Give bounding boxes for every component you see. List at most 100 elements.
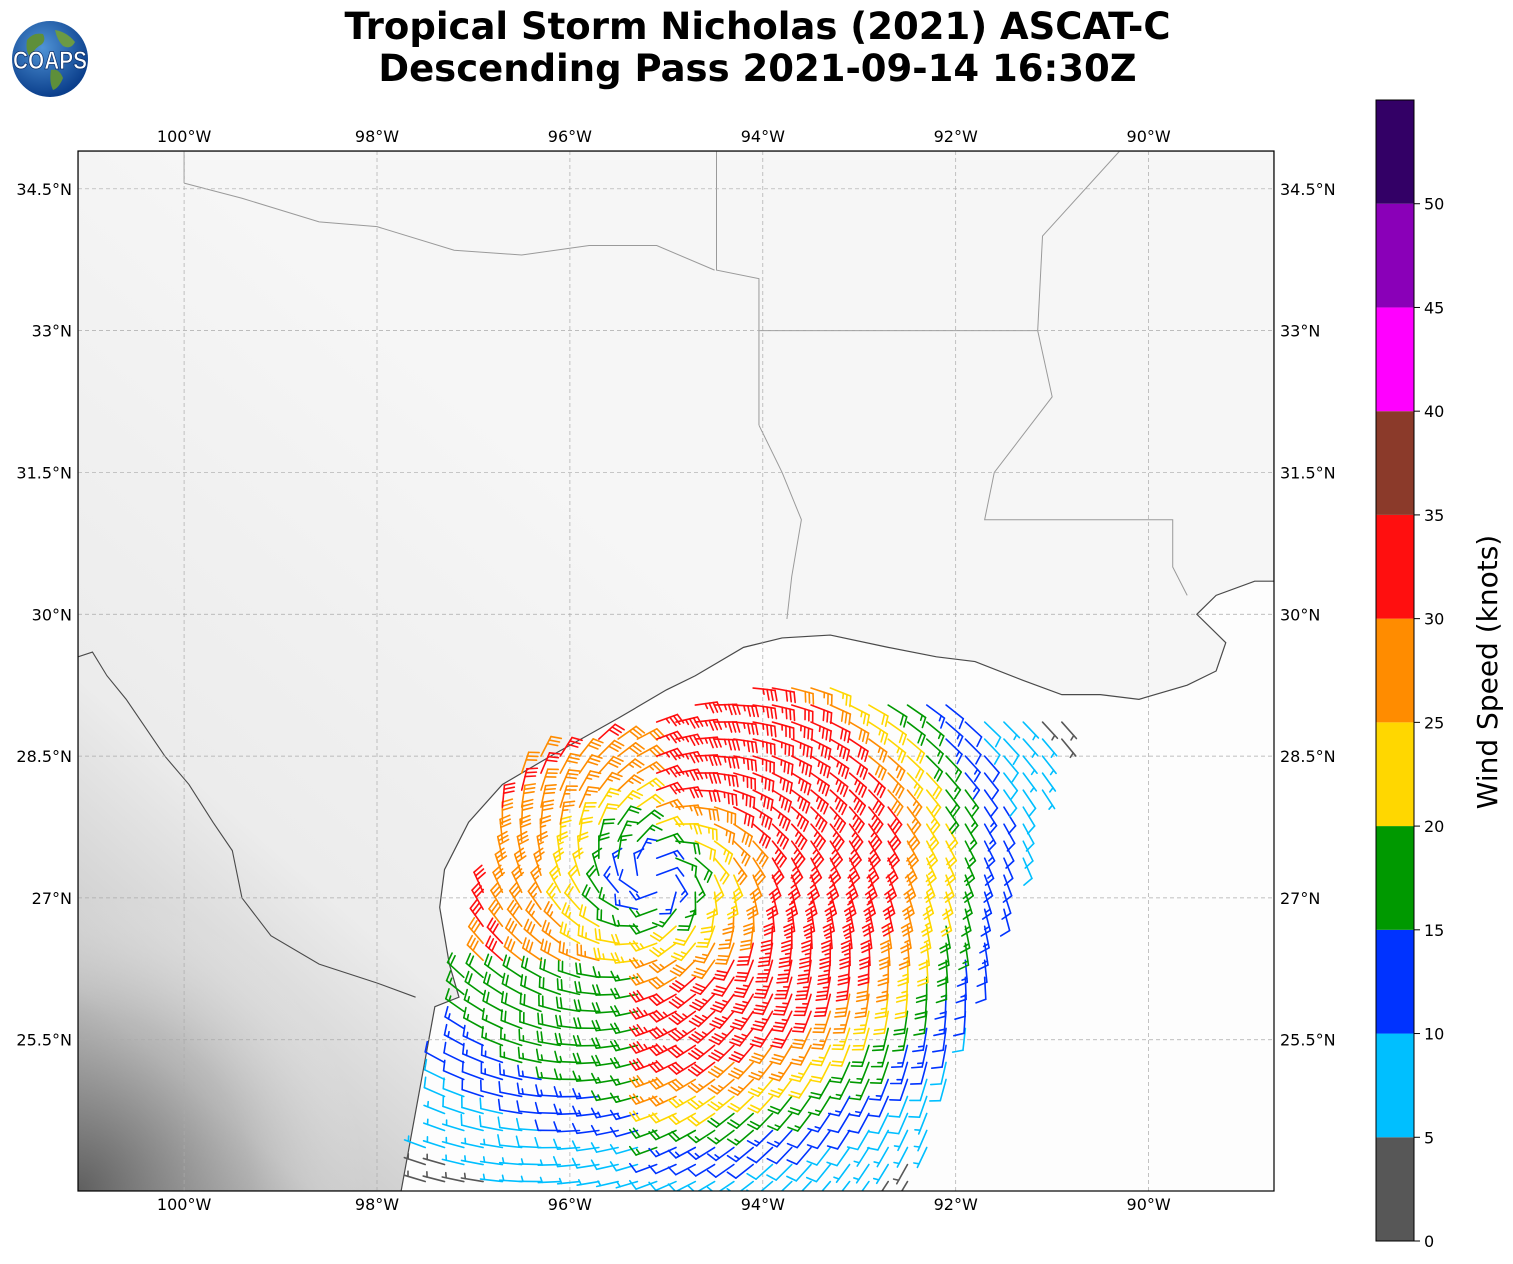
wind-barb bbox=[733, 806, 755, 829]
wind-barb bbox=[872, 1163, 889, 1185]
wind-barb bbox=[964, 772, 981, 800]
colorbar: 0 5 10 15 20 25 30 35 40 45 50 bbox=[1375, 99, 1444, 1251]
wind-barb bbox=[579, 904, 600, 928]
wind-barb bbox=[752, 721, 777, 738]
wind-barb bbox=[556, 1177, 581, 1185]
wind-barb bbox=[575, 962, 600, 979]
wind-barb bbox=[675, 804, 703, 816]
wind-barb bbox=[810, 755, 831, 779]
wind-barb bbox=[914, 1112, 928, 1135]
wind-barb bbox=[694, 823, 718, 841]
wind-barb bbox=[485, 935, 504, 962]
wind-barb bbox=[793, 993, 812, 1017]
wind-barb bbox=[540, 799, 555, 825]
wind-barb bbox=[497, 1098, 523, 1115]
wind-barb bbox=[848, 1095, 870, 1117]
longitude-labels-top: 100°W 98°W 96°W 94°W 92°W 90°W bbox=[157, 127, 1171, 146]
wind-barb bbox=[443, 1041, 465, 1064]
wind-barb bbox=[829, 840, 843, 869]
wind-barb bbox=[889, 1061, 909, 1085]
wind-barb bbox=[598, 818, 616, 842]
wind-barb bbox=[746, 891, 759, 920]
wind-barb bbox=[628, 957, 658, 969]
wind-barb bbox=[769, 1044, 793, 1065]
wind-barb bbox=[846, 1129, 870, 1151]
wind-barb bbox=[870, 1044, 889, 1068]
wind-barb bbox=[906, 823, 921, 852]
wind-barb bbox=[983, 772, 1000, 800]
wind-barb bbox=[743, 908, 755, 936]
wind-barb bbox=[498, 1157, 523, 1166]
wind-barb bbox=[422, 1171, 446, 1183]
wind-barb bbox=[684, 891, 697, 919]
lat-label-right: 30°N bbox=[1280, 605, 1320, 624]
wind-barb bbox=[848, 755, 869, 780]
wind-barb bbox=[710, 993, 735, 1013]
wind-barb bbox=[403, 1152, 427, 1166]
logo-text: COAPS bbox=[13, 47, 87, 75]
wind-barb bbox=[636, 809, 664, 825]
wind-barb bbox=[501, 972, 523, 996]
wind-barb bbox=[1041, 789, 1056, 810]
wind-barb bbox=[924, 874, 936, 903]
wind-barb bbox=[951, 1027, 967, 1053]
wind-barb bbox=[687, 1112, 716, 1127]
wind-barb bbox=[727, 1078, 754, 1096]
wind-barb bbox=[904, 857, 918, 886]
lat-label-left: 33°N bbox=[32, 322, 72, 341]
wind-barb bbox=[887, 840, 900, 869]
wind-barb bbox=[518, 1158, 542, 1166]
wind-barb bbox=[636, 793, 665, 808]
wind-barb bbox=[810, 806, 828, 833]
wind-barb bbox=[403, 1170, 427, 1183]
wind-barb bbox=[715, 942, 735, 965]
wind-barb bbox=[732, 874, 744, 903]
wind-barb bbox=[772, 993, 793, 1016]
wind-barb bbox=[506, 899, 523, 928]
wind-barb bbox=[441, 1136, 465, 1149]
wind-barb bbox=[945, 721, 964, 747]
wind-barb bbox=[591, 1019, 619, 1032]
wind-barb bbox=[749, 1027, 774, 1048]
wind-barb bbox=[763, 908, 776, 936]
wind-barb bbox=[502, 954, 523, 979]
wind-barb bbox=[533, 847, 545, 877]
wind-barb bbox=[821, 1180, 832, 1191]
wind-barb bbox=[628, 890, 658, 901]
lat-label-left: 27°N bbox=[32, 889, 72, 908]
wind-barb bbox=[887, 1112, 909, 1135]
wind-barb bbox=[925, 806, 941, 835]
wind-barb bbox=[713, 874, 725, 903]
wind-barb bbox=[964, 721, 983, 748]
state-borders bbox=[78, 151, 1188, 998]
wind-barb bbox=[707, 1061, 735, 1079]
wind-barb bbox=[460, 1172, 484, 1183]
wind-barb bbox=[677, 908, 697, 931]
latitude-labels-right: 34.5°N 33°N 31.5°N 30°N 28.5°N 27°N 25.5°N bbox=[1280, 180, 1336, 1050]
wind-barb bbox=[655, 849, 685, 860]
wind-barb bbox=[610, 1022, 639, 1035]
wind-barb bbox=[535, 1066, 562, 1081]
lat-label-right: 25.5°N bbox=[1280, 1031, 1336, 1050]
wind-barb bbox=[481, 1007, 504, 1030]
wind-barb bbox=[976, 959, 988, 987]
wind-barb bbox=[707, 1112, 735, 1128]
wind-barb bbox=[517, 1064, 542, 1081]
wind-barb bbox=[913, 1129, 928, 1152]
wind-barb bbox=[878, 942, 891, 970]
wind-barb bbox=[521, 937, 542, 962]
wind-barb bbox=[675, 857, 698, 878]
colorbar-tick-label: 30 bbox=[1424, 610, 1444, 629]
wind-barb bbox=[598, 787, 622, 808]
coaps-logo: COAPS bbox=[12, 21, 88, 97]
wind-barb bbox=[479, 1138, 504, 1149]
wind-barb bbox=[829, 823, 845, 851]
wind-barb bbox=[675, 874, 689, 903]
wind-barb bbox=[496, 830, 510, 860]
wind-barb bbox=[753, 976, 774, 999]
lat-label-left: 31.5°N bbox=[16, 463, 72, 482]
wind-barb bbox=[913, 1010, 928, 1036]
wind-barb bbox=[807, 1112, 832, 1133]
wind-barb bbox=[943, 874, 955, 903]
wind-barb bbox=[460, 1096, 484, 1115]
